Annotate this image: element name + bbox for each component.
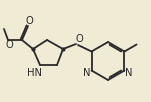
Text: N: N <box>84 68 91 78</box>
Text: O: O <box>75 34 83 44</box>
Text: N: N <box>125 68 133 78</box>
Text: O: O <box>25 16 33 26</box>
Text: O: O <box>5 40 13 50</box>
Text: HN: HN <box>27 68 42 78</box>
